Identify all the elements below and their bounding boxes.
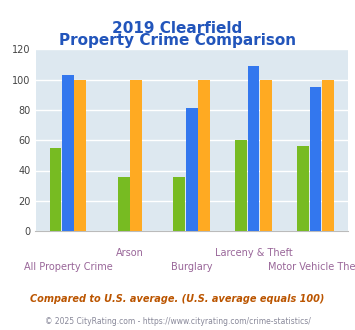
Text: Larceny & Theft: Larceny & Theft	[215, 248, 293, 258]
Bar	[260, 80, 272, 231]
Text: Arson: Arson	[116, 248, 144, 258]
Bar	[118, 177, 130, 231]
Bar	[322, 80, 334, 231]
Bar	[75, 80, 86, 231]
Bar	[174, 177, 185, 231]
Bar	[310, 87, 321, 231]
Text: © 2025 CityRating.com - https://www.cityrating.com/crime-statistics/: © 2025 CityRating.com - https://www.city…	[45, 317, 310, 326]
Text: Property Crime Comparison: Property Crime Comparison	[59, 33, 296, 48]
Text: Burglary: Burglary	[171, 262, 212, 272]
Text: All Property Crime: All Property Crime	[23, 262, 112, 272]
Bar	[248, 66, 260, 231]
Bar	[50, 148, 61, 231]
Bar	[130, 80, 142, 231]
Bar	[235, 140, 247, 231]
Bar	[62, 75, 74, 231]
Bar	[186, 109, 198, 231]
Bar	[198, 80, 210, 231]
Text: Compared to U.S. average. (U.S. average equals 100): Compared to U.S. average. (U.S. average …	[30, 294, 325, 304]
Bar	[297, 146, 309, 231]
Text: 2019 Clearfield: 2019 Clearfield	[113, 21, 242, 36]
Text: Motor Vehicle Theft: Motor Vehicle Theft	[268, 262, 355, 272]
